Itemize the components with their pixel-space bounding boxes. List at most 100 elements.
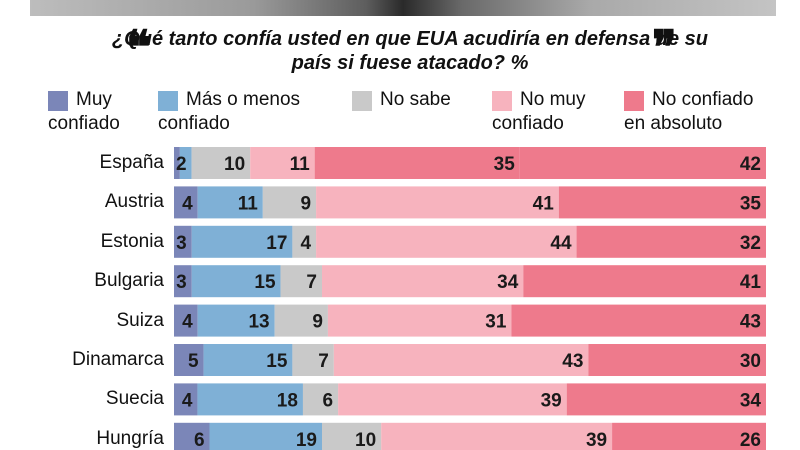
bar-data-label: 11 [290, 154, 311, 175]
bar-segment [314, 147, 520, 179]
bar-segment [558, 186, 766, 219]
bar-data-label: 13 [248, 312, 269, 333]
close-quote-icon: ❞ [652, 20, 677, 74]
bar-segment [174, 344, 204, 376]
bar-segment [197, 186, 263, 219]
category-label: Dinamarca [72, 349, 164, 370]
bar-segment [197, 383, 303, 416]
bar-data-label: 41 [740, 272, 762, 293]
bar-segment [316, 225, 577, 258]
header-photo-strip [30, 0, 776, 16]
bar-segment [174, 265, 192, 298]
bar-data-label: 4 [182, 193, 193, 214]
bar-data-label: 26 [740, 430, 761, 450]
bar-segment [511, 304, 766, 337]
legend-label-muy-confiado: Muy confiado [48, 89, 120, 134]
bar-data-label: 18 [277, 390, 298, 411]
category-label: España [99, 152, 164, 173]
bar-data-label: 15 [266, 351, 288, 372]
bar-data-label: 9 [312, 312, 323, 333]
bar-data-label: 2 [176, 154, 187, 175]
bar-segment [316, 186, 559, 219]
bar-data-label: 43 [562, 351, 583, 372]
bar-segment [566, 383, 766, 416]
bar-segment [338, 383, 567, 416]
bar-data-label: 34 [740, 390, 762, 411]
category-label: Estonia [100, 230, 164, 252]
bar-data-label: 4 [182, 390, 193, 411]
bar-segment [327, 304, 512, 337]
bar-segment [576, 225, 766, 258]
bar-data-label: 6 [194, 430, 205, 450]
bar-data-label: 35 [740, 193, 762, 214]
bar-data-label: 32 [740, 233, 761, 254]
bar-data-label: 3 [176, 272, 187, 293]
bar-segment [333, 344, 589, 376]
category-label: Austria [104, 191, 164, 213]
bar-segment [292, 344, 334, 376]
bar-segment [174, 186, 198, 219]
category-label: Hungría [96, 427, 164, 449]
legend-swatch-no-sabe [352, 91, 372, 111]
legend-swatch-no-confiado-absoluto [624, 91, 644, 111]
bar-segment [191, 225, 293, 258]
bar-data-label: 30 [740, 351, 761, 372]
bar-data-label: 34 [497, 272, 519, 293]
bar-data-label: 6 [323, 390, 334, 411]
bar-segment [203, 344, 293, 376]
bar-data-label: 39 [586, 430, 607, 450]
bar-segment [280, 265, 322, 298]
bar-segment [174, 147, 180, 179]
bar-segment [322, 422, 382, 450]
bar-data-label: 10 [224, 154, 245, 175]
bar-data-label: 7 [318, 351, 329, 372]
bar-segment [262, 186, 317, 219]
bar-data-label: 5 [188, 351, 199, 372]
bar-data-label: 4 [182, 312, 193, 333]
legend-swatch-mas-o-menos [158, 91, 178, 111]
bar-data-label: 43 [740, 312, 761, 333]
bar-segment [519, 147, 766, 179]
bar-data-label: 44 [550, 233, 572, 254]
bar-segment [250, 147, 315, 179]
bar-data-label: 10 [355, 430, 376, 450]
bar-segment [174, 383, 198, 416]
bar-data-label: 42 [740, 154, 761, 175]
bar-segment [191, 147, 251, 179]
bar-segment [381, 422, 613, 450]
bar-data-label: 4 [301, 233, 312, 254]
bar-data-label: 35 [494, 154, 516, 175]
bar-segment [322, 265, 524, 298]
bar-segment [302, 383, 339, 416]
chart-title: ¿Qué tanto confía usted en que EUA acudi… [111, 28, 709, 74]
bar-data-label: 9 [301, 193, 312, 214]
legend-swatch-muy-confiado [48, 91, 68, 111]
open-quote-icon: ❝ [126, 20, 151, 74]
category-label: Suiza [116, 309, 164, 331]
bar-segment [179, 147, 192, 179]
bar-data-label: 15 [254, 272, 276, 293]
bar-segment [174, 304, 198, 337]
bar-segment [191, 265, 281, 298]
legend-swatch-no-muy-confiado [492, 91, 512, 111]
legend-label-no-muy-confiado: No muy confiado [492, 89, 586, 134]
category-label: Suecia [105, 388, 164, 410]
bar-segment [174, 225, 192, 258]
legend-label-mas-o-menos: Más o menos confiado [158, 89, 301, 134]
bar-data-label: 3 [176, 233, 187, 254]
bar-segment [174, 422, 210, 450]
legend-label-no-confiado-absoluto: No confiado en absoluto [624, 89, 754, 134]
bar-segment [274, 304, 328, 337]
bar-data-label: 7 [306, 272, 317, 293]
bar-data-label: 41 [533, 193, 555, 214]
bar-segment [612, 422, 766, 450]
bar-data-label: 31 [485, 312, 507, 333]
bar-segment [523, 265, 766, 298]
category-label: Bulgaria [94, 270, 164, 292]
bar-segment [209, 422, 322, 450]
bar-segment [588, 344, 766, 376]
bar-data-label: 11 [238, 193, 259, 214]
bar-segment [197, 304, 275, 337]
bar-data-label: 17 [266, 233, 287, 254]
